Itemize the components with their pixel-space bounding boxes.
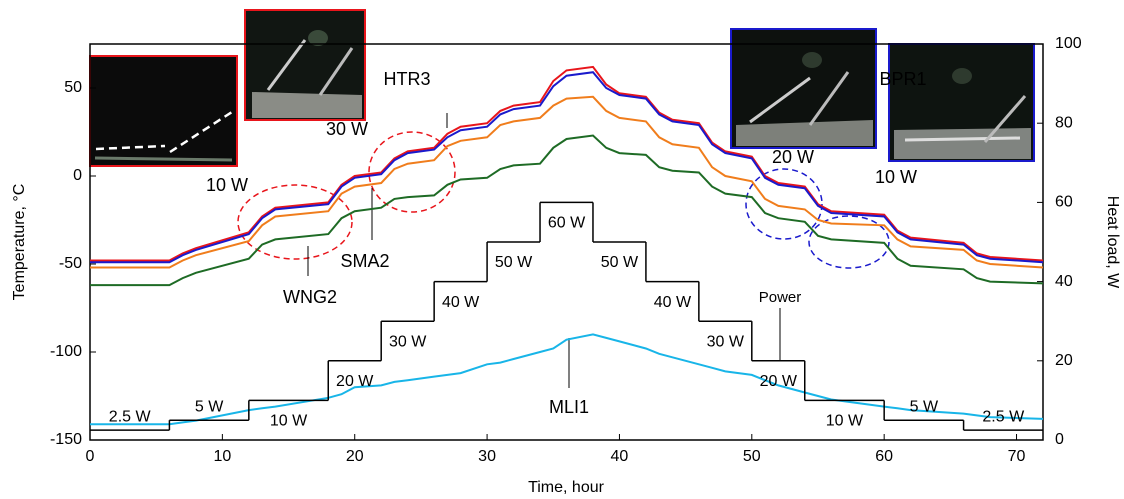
power-label: 2.5 W: [982, 408, 1025, 425]
power-label: 5 W: [195, 398, 224, 415]
y2-tick-label: 0: [1055, 431, 1064, 448]
highlight: [237, 131, 890, 269]
series-label: HTR3: [383, 69, 430, 89]
y2-tick-label: 20: [1055, 352, 1073, 369]
series-label: MLI1: [549, 397, 589, 417]
x-tick-label: 70: [1008, 448, 1026, 465]
power-label: 60 W: [548, 215, 586, 232]
power-label: 10 W: [270, 413, 308, 430]
y2-tick-label: 60: [1055, 194, 1073, 211]
power-label: 10 W: [826, 413, 864, 430]
x-tick-label: 0: [86, 448, 95, 465]
photo: [89, 55, 238, 167]
series-label: BPR1: [879, 69, 926, 89]
power-label: 50 W: [495, 254, 533, 271]
power-label: 20 W: [336, 373, 374, 390]
temperature-line: [90, 134, 1044, 287]
annotation: 20 W: [772, 147, 814, 167]
power-label: 2.5 W: [109, 408, 152, 425]
x-axis-label: Time, hour: [528, 479, 605, 496]
plot-frame: [89, 43, 1044, 441]
power-label: 50 W: [601, 254, 639, 271]
temperature-line: [90, 95, 1044, 269]
annotation: 10 W: [206, 175, 248, 195]
y-tick-label: 50: [64, 79, 82, 96]
power-label: 40 W: [654, 294, 692, 311]
y-tick-label: -50: [59, 255, 82, 272]
series-label: Power: [759, 289, 802, 306]
temperature-line: [90, 333, 1044, 426]
x-tick-label: 50: [743, 448, 761, 465]
x-tick-label: 40: [611, 448, 629, 465]
x-tick-label: 60: [875, 448, 893, 465]
y2-tick-label: 80: [1055, 114, 1073, 131]
x-tick-label: 20: [346, 448, 364, 465]
y-tick-label: -100: [50, 343, 82, 360]
power-label: 20 W: [760, 373, 798, 390]
y2-tick-label: 100: [1055, 35, 1082, 52]
series-label: SMA2: [340, 251, 389, 271]
power-label: 5 W: [910, 398, 939, 415]
photo: [888, 43, 1035, 162]
y-tick-label: -150: [50, 431, 82, 448]
annotation: 10 W: [875, 167, 917, 187]
photo: [244, 9, 366, 121]
annotation: 30 W: [326, 119, 368, 139]
x-tick-label: 10: [213, 448, 231, 465]
y-axis-label: Temperature, °C: [11, 184, 28, 301]
photo: [730, 28, 877, 149]
temperature-line: [90, 65, 1044, 262]
series-label: WNG2: [283, 287, 337, 307]
power-label: 40 W: [442, 294, 480, 311]
y-tick-label: 0: [73, 167, 82, 184]
temperature-line: [90, 71, 1044, 264]
leader-line: [307, 113, 781, 388]
y2-tick-label: 40: [1055, 273, 1073, 290]
power-label: 30 W: [389, 333, 427, 350]
power-label: 30 W: [707, 333, 745, 350]
y2-axis-label: Heat load, W: [1104, 196, 1121, 289]
x-tick-label: 30: [478, 448, 496, 465]
